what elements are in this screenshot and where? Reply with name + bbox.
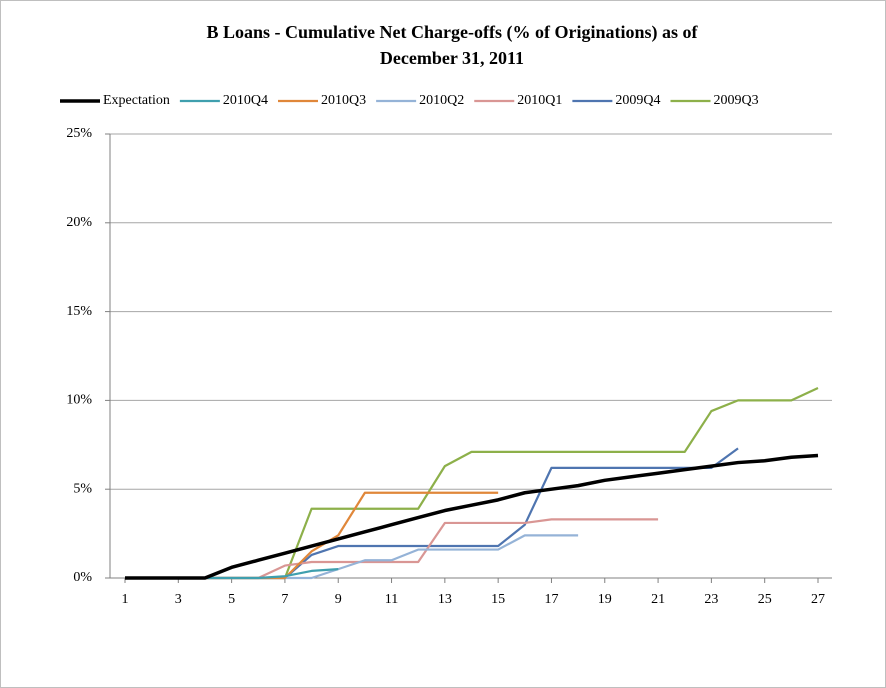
x-tick-label: 1 <box>122 592 129 607</box>
x-tick-label: 19 <box>598 592 612 607</box>
x-tick-label: 23 <box>704 592 718 607</box>
y-tick-label: 20% <box>66 215 92 230</box>
x-tick-label: 11 <box>385 592 398 607</box>
x-tick-label: 3 <box>175 592 182 607</box>
series-line <box>125 453 819 580</box>
legend-label: 2010Q4 <box>223 93 268 108</box>
y-tick-label: 10% <box>66 393 92 408</box>
x-tick-label: 9 <box>335 592 342 607</box>
x-tick-label: 13 <box>438 592 452 607</box>
x-tick-label: 5 <box>228 592 235 607</box>
legend-label: 2010Q2 <box>419 93 464 108</box>
chart-title: B Loans - Cumulative Net Charge-offs (% … <box>207 22 699 43</box>
y-tick-label: 5% <box>73 481 92 496</box>
legend-label: 2010Q1 <box>517 93 562 108</box>
y-tick-label: 25% <box>66 126 92 141</box>
y-tick-label: 15% <box>66 304 92 319</box>
x-tick-label: 7 <box>281 592 288 607</box>
legend-label: Expectation <box>103 93 170 108</box>
x-tick-label: 21 <box>651 592 665 607</box>
legend-label: 2009Q3 <box>714 93 759 108</box>
chart-title: December 31, 2011 <box>380 48 524 68</box>
x-tick-label: 15 <box>491 592 505 607</box>
legend-label: 2010Q3 <box>321 93 366 108</box>
y-tick-label: 0% <box>73 570 92 585</box>
x-tick-label: 17 <box>544 592 558 607</box>
x-tick-label: 27 <box>811 592 825 607</box>
x-tick-label: 25 <box>758 592 772 607</box>
legend-label: 2009Q4 <box>615 93 660 108</box>
